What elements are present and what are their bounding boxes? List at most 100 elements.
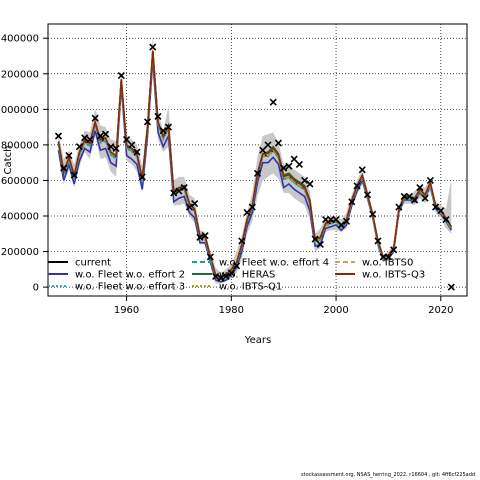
legend-label: w.o. HERAS [219,270,275,281]
observed-point [170,189,178,197]
observed-point [81,134,89,142]
observed-point [447,283,455,291]
x-axis: 1960 1980 2000 2020 [114,296,454,316]
legend-label: w.o. Fleet w.o. effort 4 [219,258,329,269]
grid-lines [48,24,467,296]
observed-point [117,71,125,80]
observed-point [374,237,382,245]
observed-point [301,176,309,185]
observed-point [274,139,283,147]
legend-item: w.o. IBTS-Q1 [192,282,282,293]
observed-point [316,240,324,249]
observed-point [327,215,335,224]
y-axis-label: Catch [3,146,14,175]
observed-point [353,182,361,190]
observed-point [54,132,63,140]
y-tick-label: 400000 [1,212,39,223]
observed-point [442,215,450,224]
observed-point [405,192,413,201]
legend-item: w.o. Fleet w.o. effort 4 [192,258,329,269]
observed-point [227,269,235,277]
legend-item: w.o. Fleet w.o. effort 2 [48,270,185,281]
observed-point [337,221,345,229]
observed-point [342,217,351,225]
observed-point [175,187,183,195]
observed-point [232,262,241,270]
y-tick-label: 1000000 [0,105,39,116]
footnote: stockassessment.org, NSAS_herring_2022, … [301,472,476,478]
observed-point [112,144,120,153]
observed-point [60,164,68,172]
legend-label: w.o. Fleet w.o. effort 2 [75,270,185,281]
x-tick-label: 2020 [428,305,453,316]
plot-frame [47,23,468,297]
y-tick-label: 200000 [1,247,39,258]
observed-point [128,141,136,149]
observed-point [432,203,440,211]
observed-point [86,135,94,144]
observed-point [212,272,220,281]
y-tick-label: 0 [33,283,39,294]
series-line [57,50,452,278]
observed-point [269,98,277,106]
observed-point [91,114,99,122]
observed-point [138,173,146,181]
observed-point [180,183,188,192]
observed-point [384,253,393,261]
observed-point [149,43,157,51]
series-lines [57,50,452,283]
observed-points [54,43,455,291]
legend-label: current [75,258,111,269]
y-tick-label: 800000 [1,140,39,151]
series-line [57,53,452,280]
observed-point [306,180,314,188]
observed-point [196,233,204,241]
observed-point [285,162,293,170]
observed-point [390,246,398,254]
observed-point [395,203,403,211]
observed-point [107,143,115,151]
y-tick-label: 600000 [1,176,39,187]
observed-point [243,208,251,217]
observed-point [154,112,162,121]
observed-point [280,164,288,172]
observed-point [369,210,377,218]
x-tick-label: 2000 [323,305,348,316]
observed-point [259,146,267,154]
observed-point [238,237,246,245]
observed-point [222,272,230,281]
observed-point [322,215,330,224]
observed-point [159,127,167,135]
observed-point [264,141,272,149]
legend-item: w.o. Fleet w.o. effort 3 [48,282,185,293]
observed-point [426,176,434,185]
observed-point [143,118,152,126]
observed-point [253,169,262,177]
observed-point [122,135,131,144]
observed-point [437,207,445,215]
observed-point [102,130,110,138]
observed-point [96,132,104,140]
legend-item: w.o. HERAS [192,270,275,281]
observed-point [416,183,424,192]
observed-point [133,148,141,156]
observed-point [358,166,366,174]
legend-item: current [48,258,111,269]
legend-item: w.o. IBTS-Q3 [335,270,425,281]
observed-point [290,155,298,163]
observed-point [206,253,214,261]
observed-point [379,253,387,261]
legend-label: w.o. IBTS-Q1 [219,282,282,293]
observed-point [217,274,225,282]
observed-point [332,215,340,224]
observed-point [201,231,209,240]
legend-item: w.o. IBTS0 [335,258,413,269]
observed-point [400,192,408,201]
observed-point [185,203,193,211]
y-axis: 0 200000 400000 600000 800000 1000000 1200000 1… [0,34,48,294]
observed-point [248,203,256,211]
observed-point [191,199,199,208]
legend-label: w.o. IBTS0 [362,258,413,269]
